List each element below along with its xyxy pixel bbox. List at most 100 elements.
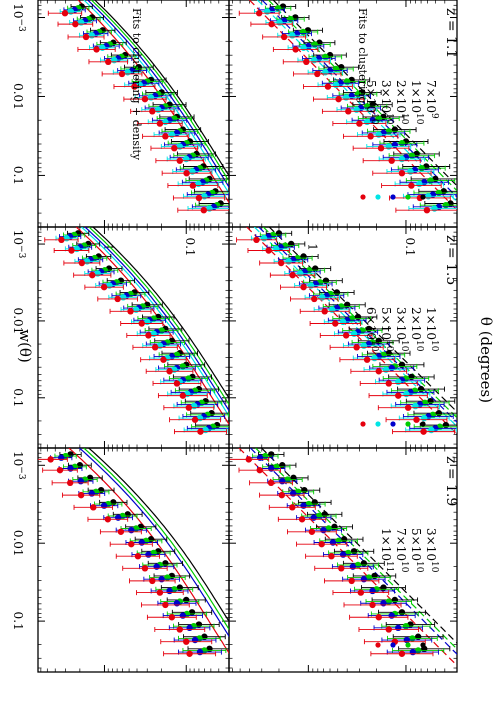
data-point — [114, 295, 121, 303]
x-axis-title: θ (degrees) — [477, 317, 494, 403]
model-curve — [253, 227, 457, 428]
data-point — [404, 404, 412, 411]
x-tick-label: 0.01 — [11, 530, 25, 557]
data-point — [421, 414, 428, 422]
data-point — [324, 83, 332, 90]
data-point — [117, 528, 125, 535]
data-point — [276, 19, 283, 26]
legend-marker — [420, 194, 426, 200]
x-tick-label: 10−3 — [11, 451, 26, 480]
data-point — [408, 152, 416, 159]
data-point — [311, 56, 318, 64]
legend-entry: 1×1010 — [409, 80, 424, 125]
x-tick-label-base: 0.01 — [11, 308, 25, 335]
data-point — [319, 294, 326, 301]
x-tick-label-base: 0.01 — [11, 83, 25, 110]
legend-entry: 7×109 — [424, 80, 439, 119]
data-point — [353, 344, 360, 351]
legend-entry-base: 5×10 — [364, 80, 378, 113]
data-point — [145, 332, 152, 339]
x-tick-label-base: 0.01 — [11, 530, 25, 557]
model-curve — [267, 0, 457, 192]
data-point — [88, 32, 95, 39]
legend-entry-base: 5×10 — [409, 528, 423, 561]
model-curve — [83, 448, 229, 631]
data-point — [162, 560, 169, 567]
data-point — [268, 465, 275, 472]
legend-entry-exp: 10 — [369, 113, 379, 125]
data-point — [138, 539, 145, 546]
data-point — [369, 587, 376, 595]
data-point — [416, 180, 423, 188]
legend-marker — [375, 421, 381, 427]
legend-entry: 5×1010 — [364, 80, 379, 125]
data-point — [311, 499, 318, 506]
data-point — [138, 320, 145, 327]
data-point — [100, 502, 108, 509]
data-point — [342, 332, 350, 339]
data-point — [402, 622, 410, 630]
data-point — [179, 392, 187, 399]
data-point — [320, 526, 327, 534]
data-point — [197, 428, 204, 435]
data-point — [186, 650, 193, 657]
data-point — [206, 205, 213, 212]
data-point — [153, 563, 160, 570]
data-point — [47, 456, 54, 463]
model-curve — [87, 0, 229, 189]
model-curve — [248, 0, 457, 211]
panel-frame — [37, 447, 230, 673]
x-tick-label: 0.1 — [11, 612, 25, 631]
data-point — [58, 236, 65, 244]
data-point — [375, 368, 382, 375]
data-point — [162, 133, 169, 140]
data-point — [164, 574, 171, 581]
model-curve — [84, 227, 229, 412]
y-tick-label: 1 — [305, 243, 319, 251]
data-point — [105, 58, 112, 66]
data-point — [321, 308, 328, 315]
data-point — [168, 614, 176, 621]
legend-entry-base: 3×10 — [424, 528, 438, 561]
data-point — [329, 539, 337, 546]
data-point — [99, 44, 106, 51]
data-point — [377, 144, 385, 152]
model-curve — [83, 0, 229, 195]
model-curve — [272, 0, 457, 187]
data-point — [307, 282, 315, 289]
data-point — [388, 157, 395, 164]
data-point — [343, 301, 351, 308]
data-point — [388, 364, 395, 372]
panel-data — [47, 0, 229, 214]
data-point — [435, 410, 443, 417]
data-point — [268, 451, 275, 458]
data-point — [385, 143, 392, 150]
legend-entry-exp: 9 — [429, 113, 439, 119]
panel-data — [44, 227, 229, 435]
data-point — [431, 205, 438, 212]
data-point — [345, 108, 352, 115]
data-point — [380, 600, 387, 607]
x-tick-label: 0.1 — [11, 388, 25, 407]
model-curve — [79, 448, 229, 638]
data-point — [331, 523, 338, 531]
model-curve — [81, 227, 229, 418]
model-curve — [258, 227, 457, 423]
legend-entry: 3×1010 — [424, 528, 439, 573]
data-point — [298, 516, 306, 523]
data-point — [335, 537, 342, 545]
legend-marker — [390, 194, 396, 200]
data-point — [156, 120, 164, 127]
data-point — [183, 155, 190, 163]
data-point — [58, 454, 65, 461]
data-point — [413, 416, 420, 423]
x-tick-label-exp: −3 — [16, 19, 26, 33]
data-point — [311, 295, 318, 303]
data-point — [179, 363, 187, 370]
data-point — [128, 526, 135, 534]
legend-entry-base: 6×10 — [364, 307, 378, 340]
data-point — [72, 20, 79, 28]
data-point — [425, 193, 432, 200]
